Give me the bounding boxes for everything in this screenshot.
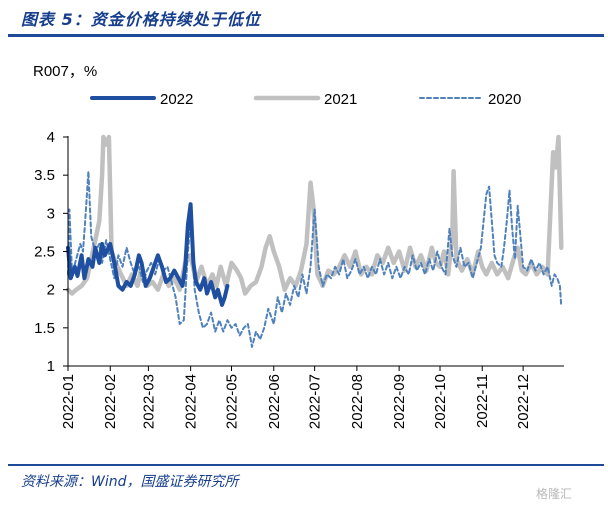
watermark-logo: 格隆汇 [536,487,573,501]
y-tick-label: 4 [47,129,55,146]
series-line-2021 [65,134,564,296]
axis-layer: 1 1.5 2 2.5 3 3.5 4 2022-01 2022-02 2022-03 2022-0… [34,129,564,429]
legend-label-2021: 2021 [324,91,357,108]
y-tick-label: 2 [47,282,55,299]
y-tick-label: 1.5 [34,320,55,337]
y-tick-label: 3.5 [34,167,55,184]
title-divider [8,34,604,37]
x-tick-label: 2022-04 [183,374,200,429]
footer-divider [8,464,604,466]
series-line-2022 [66,202,230,307]
x-tick-label: 2022-07 [307,374,324,429]
x-tick-label: 2022-03 [140,374,157,429]
x-tick-label: 2022-10 [432,374,449,429]
x-tick-label: 2022-05 [224,374,241,429]
chart-legend: 2022 2021 2020 [90,91,521,108]
y-tick-label: 3 [47,205,55,222]
x-tick-label: 2022-11 [474,374,491,428]
r007-line-chart: R007，% 2022 2021 2020 1 1.5 2 2.5 3 3.5 4 2022-01… [33,63,564,429]
x-tick-label: 2022-08 [349,374,366,429]
chart-title: 图表 5：资金价格持续处于低位 [21,10,261,29]
legend-label-2020: 2020 [488,91,521,108]
x-tick-label: 2022-02 [102,374,119,429]
x-tick-label: 2022-09 [391,374,408,429]
y-tick-label: 1 [47,358,55,375]
source-note: 资料来源：Wind，国盛证券研究所 [21,474,239,490]
y-tick-label: 2.5 [34,244,55,261]
x-tick-label: 2022-01 [60,374,77,429]
y-unit-label: R007，% [33,63,97,80]
x-tick-label: 2022-06 [266,374,283,429]
legend-label-2022: 2022 [160,91,193,108]
series-layer [65,134,564,348]
x-tick-label: 2022-12 [515,374,532,429]
